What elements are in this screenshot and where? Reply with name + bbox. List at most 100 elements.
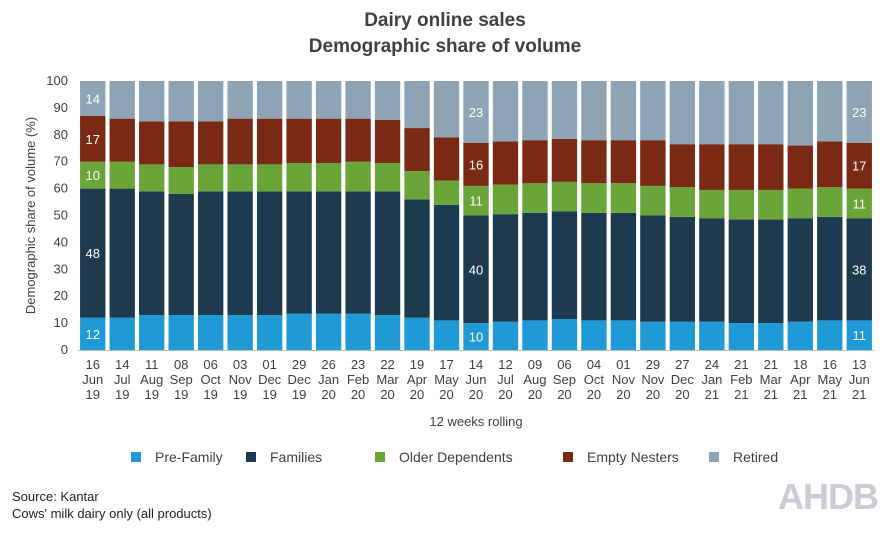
bar-segment-empty-nesters bbox=[433, 137, 460, 181]
x-tick-label: 21 bbox=[823, 387, 837, 402]
x-tick-label: 12 bbox=[498, 357, 512, 372]
legend-label: Families bbox=[270, 449, 322, 465]
bar-segment-empty-nesters bbox=[787, 145, 813, 189]
bar-segment-pre-family bbox=[669, 321, 696, 350]
y-tick-label: 0 bbox=[61, 342, 68, 357]
x-tick-label: 20 bbox=[410, 387, 424, 402]
bar-segment-retired bbox=[227, 81, 253, 119]
bar-segment-older-dependents bbox=[669, 187, 696, 217]
legend-label: Older Dependents bbox=[399, 449, 513, 465]
scope-note: Cows' milk dairy only (all products) bbox=[12, 506, 212, 521]
data-label: 38 bbox=[852, 262, 866, 277]
bar-segment-empty-nesters bbox=[109, 118, 135, 162]
x-tick-label: 06 bbox=[557, 357, 571, 372]
bar-segment-families bbox=[433, 204, 460, 321]
x-tick-label: 29 bbox=[292, 357, 306, 372]
bar-segment-pre-family bbox=[139, 315, 165, 350]
x-tick-label: 23 bbox=[351, 357, 365, 372]
bar-segment-retired bbox=[80, 81, 106, 116]
bar-segment-older-dependents bbox=[610, 183, 637, 213]
x-tick-label: 20 bbox=[380, 387, 394, 402]
x-tick-label: 17 bbox=[439, 357, 453, 372]
bar-segment-families bbox=[286, 191, 312, 314]
data-label: 12 bbox=[86, 327, 100, 342]
x-tick-label: 21 bbox=[793, 387, 807, 402]
bar-segment-older-dependents bbox=[758, 189, 784, 220]
x-tick-label: Jan bbox=[701, 372, 722, 387]
x-tick-label: 21 bbox=[734, 357, 748, 372]
bar-segment-families bbox=[345, 191, 371, 314]
x-tick-label: 09 bbox=[528, 357, 542, 372]
x-tick-label: 16 bbox=[86, 357, 100, 372]
bar-segment-empty-nesters bbox=[522, 140, 548, 184]
bar-segment-retired bbox=[345, 81, 371, 119]
x-tick-label: Sep bbox=[170, 372, 193, 387]
bar-segment-pre-family bbox=[817, 320, 843, 350]
bar-segment-families bbox=[669, 216, 696, 322]
bar-segment-families bbox=[758, 219, 784, 324]
bar-segment-pre-family bbox=[522, 320, 548, 350]
data-label: 11 bbox=[853, 328, 867, 343]
y-tick-label: 10 bbox=[54, 315, 68, 330]
bar-segment-families bbox=[492, 214, 519, 322]
x-tick-label: Dec bbox=[671, 372, 695, 387]
bar-segment-empty-nesters bbox=[374, 120, 401, 164]
bar-segment-retired bbox=[374, 81, 401, 121]
bar-segment-pre-family bbox=[846, 320, 872, 350]
x-tick-label: 19 bbox=[233, 387, 247, 402]
bar-segment-pre-family bbox=[728, 323, 755, 350]
bar-segment-empty-nesters bbox=[817, 141, 843, 188]
bar-segment-older-dependents bbox=[256, 164, 283, 192]
bar-segment-older-dependents bbox=[817, 187, 843, 217]
x-tick-label: Jun bbox=[466, 372, 487, 387]
bar-segment-empty-nesters bbox=[581, 140, 607, 184]
bar-segment-empty-nesters bbox=[315, 118, 342, 164]
x-tick-label: 27 bbox=[675, 357, 689, 372]
legend-label: Empty Nesters bbox=[587, 449, 679, 465]
bar-segment-older-dependents bbox=[80, 161, 106, 189]
x-tick-label: 13 bbox=[852, 357, 866, 372]
x-tick-label: 11 bbox=[145, 357, 159, 372]
bar-segment-older-dependents bbox=[492, 184, 519, 215]
x-tick-label: 21 bbox=[764, 357, 778, 372]
bar-segment-empty-nesters bbox=[669, 144, 696, 188]
bar-segment-empty-nesters bbox=[492, 141, 519, 185]
bar-segment-pre-family bbox=[551, 319, 578, 350]
bar-segment-empty-nesters bbox=[197, 121, 224, 165]
x-tick-label: 19 bbox=[115, 387, 129, 402]
data-label: 23 bbox=[852, 105, 866, 120]
bar-segment-pre-family bbox=[758, 323, 784, 350]
x-tick-label: Aug bbox=[140, 372, 163, 387]
y-axis-label: Demographic share of volume (%) bbox=[23, 117, 38, 314]
legend-swatch bbox=[563, 452, 573, 462]
bar-segment-pre-family bbox=[374, 315, 401, 350]
bar-segment-retired bbox=[758, 81, 784, 145]
bar-segment-pre-family bbox=[286, 313, 312, 350]
bar-segment-older-dependents bbox=[551, 181, 578, 212]
x-tick-label: 19 bbox=[262, 387, 276, 402]
bar-segment-older-dependents bbox=[728, 189, 755, 220]
chart-subtitle: Demographic share of volume bbox=[308, 36, 582, 57]
x-tick-label: Apr bbox=[407, 372, 428, 387]
bar-segment-retired bbox=[522, 81, 548, 141]
y-tick-label: 30 bbox=[54, 261, 68, 276]
bar-segment-families bbox=[315, 191, 342, 314]
bar-segment-empty-nesters bbox=[551, 138, 578, 182]
data-label: 11 bbox=[853, 196, 867, 211]
x-tick-label: 18 bbox=[793, 357, 807, 372]
bar-segment-older-dependents bbox=[463, 185, 489, 216]
bar-segment-retired bbox=[139, 81, 165, 122]
bar-segment-empty-nesters bbox=[256, 118, 283, 165]
legend-swatch bbox=[246, 452, 256, 462]
bar-segment-older-dependents bbox=[374, 163, 401, 192]
x-tick-label: 19 bbox=[86, 387, 100, 402]
x-tick-label: May bbox=[434, 372, 459, 387]
legend-swatch bbox=[375, 452, 385, 462]
x-tick-label: 22 bbox=[380, 357, 394, 372]
x-tick-label: May bbox=[817, 372, 842, 387]
bar-segment-pre-family bbox=[315, 313, 342, 350]
bar-segment-empty-nesters bbox=[640, 140, 666, 186]
bar-segment-families bbox=[80, 188, 106, 318]
bar-segment-empty-nesters bbox=[846, 142, 872, 189]
x-tick-label: 20 bbox=[351, 387, 365, 402]
